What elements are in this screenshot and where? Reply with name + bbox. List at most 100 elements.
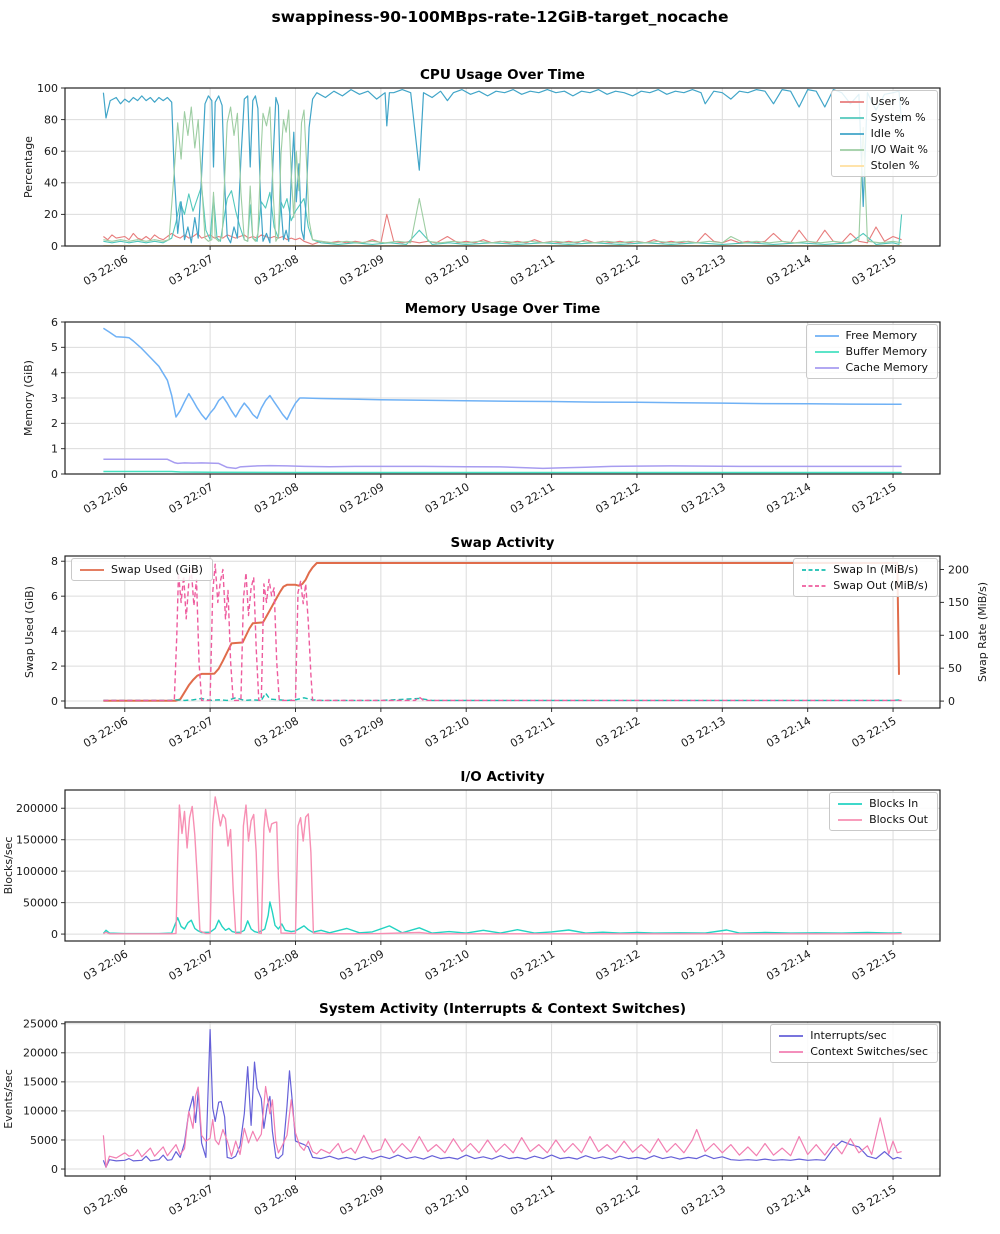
svg-text:03 22:15: 03 22:15 (849, 480, 898, 516)
svg-text:03 22:06: 03 22:06 (81, 480, 130, 516)
svg-text:15000: 15000 (23, 1076, 58, 1089)
series-free-memory (102, 327, 902, 421)
svg-text:03 22:13: 03 22:13 (679, 947, 728, 983)
svg-text:03 22:09: 03 22:09 (337, 480, 386, 516)
svg-text:03 22:13: 03 22:13 (679, 252, 728, 288)
legend-item: Blocks Out (838, 813, 928, 826)
svg-text:3: 3 (51, 392, 58, 405)
svg-text:03 22:13: 03 22:13 (679, 480, 728, 516)
series-blocks-out (103, 796, 902, 935)
svg-text:03 22:07: 03 22:07 (167, 480, 216, 516)
svg-text:03 22:11: 03 22:11 (508, 714, 557, 750)
svg-text:6: 6 (51, 316, 58, 329)
legend-item: Buffer Memory (814, 345, 928, 358)
svg-text:0: 0 (51, 1163, 58, 1176)
svg-text:03 22:12: 03 22:12 (593, 947, 642, 983)
svg-text:6: 6 (51, 590, 58, 603)
system-plot: 03 22:06 03 22:07 03 22:08 03 22:09 03 22:10… (2, 1018, 941, 1218)
svg-text:03 22:12: 03 22:12 (593, 252, 642, 288)
svg-text:03 22:14: 03 22:14 (764, 252, 813, 288)
svg-text:03 22:10: 03 22:10 (423, 714, 472, 750)
cpu-legend: User % System % Idle % I/O Wait % Stolen % (830, 90, 938, 177)
swap-chart-title: Swap Activity (450, 535, 555, 551)
svg-text:4: 4 (51, 625, 58, 638)
svg-text:03 22:10: 03 22:10 (423, 252, 472, 288)
cpu-usage-chart: CPU Usage Over Time 03 22:06 03 22:07 03 2… (0, 67, 1000, 296)
svg-text:03 22:08: 03 22:08 (252, 252, 301, 288)
svg-text:20000: 20000 (23, 1047, 58, 1060)
svg-text:03 22:10: 03 22:10 (423, 480, 472, 516)
series-swap-used-gib- (103, 562, 900, 702)
series-system- (103, 185, 903, 245)
svg-text:150000: 150000 (16, 834, 58, 847)
svg-text:2: 2 (51, 660, 58, 673)
svg-text:03 22:11: 03 22:11 (508, 1182, 557, 1218)
legend-item: Stolen % (839, 159, 920, 172)
svg-text:100000: 100000 (16, 865, 58, 878)
legend-item: Interrupts/sec (779, 1029, 887, 1042)
series-cache-memory (103, 458, 902, 470)
svg-text:03 22:14: 03 22:14 (764, 480, 813, 516)
svg-text:03 22:09: 03 22:09 (337, 947, 386, 983)
svg-text:03 22:06: 03 22:06 (81, 1182, 130, 1218)
svg-text:0: 0 (51, 240, 58, 253)
svg-text:80: 80 (44, 113, 58, 126)
svg-text:03 22:06: 03 22:06 (81, 252, 130, 288)
svg-text:03 22:09: 03 22:09 (337, 1182, 386, 1218)
svg-text:03 22:15: 03 22:15 (849, 947, 898, 983)
svg-text:03 22:08: 03 22:08 (252, 1182, 301, 1218)
svg-text:03 22:08: 03 22:08 (252, 480, 301, 516)
svg-text:150: 150 (948, 596, 969, 609)
figure-suptitle: swappiness-90-100MBps-rate-12GiB-target_… (271, 8, 729, 26)
io-plot: 03 22:06 03 22:07 03 22:08 03 22:09 03 22:10… (2, 789, 941, 983)
series-context-switches-sec (102, 1085, 902, 1168)
system-legend: Interrupts/sec Context Switches/sec (770, 1024, 938, 1063)
y-axis-label: Memory (GiB) (22, 360, 35, 436)
svg-text:03 22:13: 03 22:13 (679, 1182, 728, 1218)
series-idle- (102, 89, 903, 244)
series-swap-in-mib-s- (103, 692, 902, 702)
svg-text:03 22:07: 03 22:07 (167, 252, 216, 288)
memory-legend: Free Memory Buffer Memory Cache Memory (805, 324, 938, 379)
svg-text:03 22:13: 03 22:13 (679, 714, 728, 750)
swap-activity-chart: Swap Activity 03 22:06 03 22:07 03 22:08 03… (0, 535, 1000, 758)
svg-text:03 22:10: 03 22:10 (423, 1182, 472, 1218)
svg-text:25000: 25000 (23, 1018, 58, 1031)
io-activity-chart: I/O Activity 03 22:06 03 22:07 03 22:08 03 … (0, 769, 1000, 991)
series-i-o-wait- (103, 106, 902, 244)
svg-text:03 22:15: 03 22:15 (849, 1182, 898, 1218)
swap-rate-legend: Swap In (MiB/s) Swap Out (MiB/s) (793, 558, 938, 597)
cpu-plot: 03 22:06 03 22:07 03 22:08 03 22:09 03 22:10… (22, 82, 941, 288)
legend-item: I/O Wait % (839, 143, 928, 156)
series-buffer-memory (103, 470, 902, 474)
svg-text:60: 60 (44, 145, 58, 158)
svg-text:5: 5 (51, 341, 58, 354)
legend-item: User % (839, 95, 910, 108)
system-activity-chart: System Activity (Interrupts & Context Sw… (0, 1001, 1000, 1226)
svg-text:10000: 10000 (23, 1105, 58, 1118)
svg-text:03 22:14: 03 22:14 (764, 1182, 813, 1218)
legend-item: Blocks In (838, 797, 919, 810)
svg-text:03 22:09: 03 22:09 (337, 252, 386, 288)
system-chart-title: System Activity (Interrupts & Context Sw… (318, 1001, 687, 1017)
io-chart-title: I/O Activity (460, 769, 545, 785)
cpu-chart-title: CPU Usage Over Time (420, 67, 585, 83)
svg-text:5000: 5000 (30, 1134, 58, 1147)
svg-text:03 22:11: 03 22:11 (508, 480, 557, 516)
right-y-axis-label: Swap Rate (MiB/s) (976, 582, 989, 682)
legend-item: Idle % (839, 127, 905, 140)
svg-text:03 22:14: 03 22:14 (764, 947, 813, 983)
svg-text:03 22:15: 03 22:15 (849, 714, 898, 750)
svg-text:50: 50 (948, 662, 962, 675)
svg-text:03 22:09: 03 22:09 (337, 714, 386, 750)
svg-text:2: 2 (51, 417, 58, 430)
legend-item: Context Switches/sec (779, 1045, 928, 1058)
svg-text:03 22:15: 03 22:15 (849, 252, 898, 288)
memory-usage-chart: Memory Usage Over Time 03 22:06 03 22:07 0… (0, 301, 1000, 524)
series-swap-out-mib-s- (103, 563, 902, 702)
svg-text:03 22:11: 03 22:11 (508, 252, 557, 288)
memory-plot: 03 22:06 03 22:07 03 22:08 03 22:09 03 22:10… (22, 316, 941, 516)
svg-text:03 22:08: 03 22:08 (252, 947, 301, 983)
series-blocks-in (102, 901, 902, 935)
svg-text:8: 8 (51, 555, 58, 568)
